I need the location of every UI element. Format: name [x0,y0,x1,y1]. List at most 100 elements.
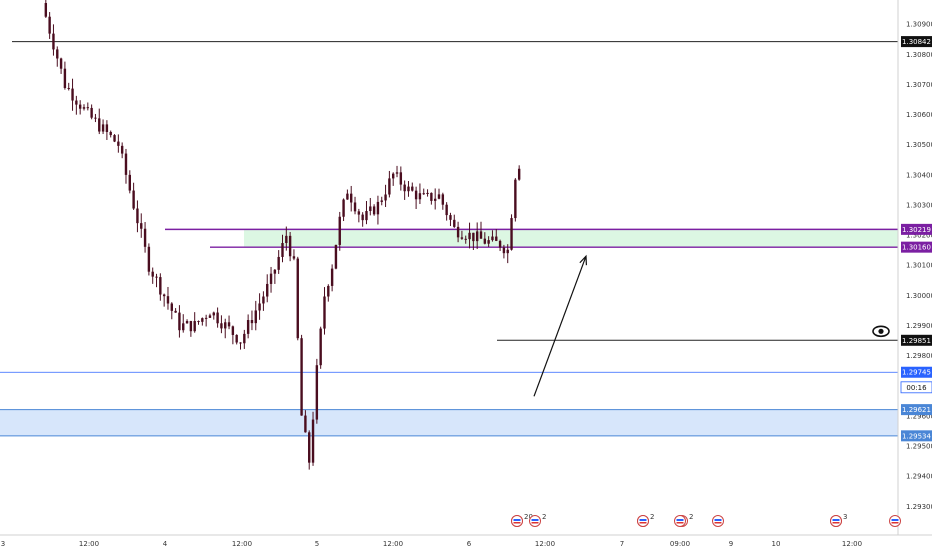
candle-body [361,214,364,221]
candles-layer [44,0,521,470]
time-axis[interactable]: 3 12:00 4 12:00 5 12:00 6 12:00 7 09:00 9 10 12:00 [1,540,862,548]
candle-body [266,283,269,297]
candle-body [468,232,471,240]
candle-body [411,186,414,191]
candle-body [250,320,254,324]
event-flag-stripe [714,522,722,524]
event-markers: 20 2 2 2 3 [511,513,901,527]
levels-layer [0,41,898,373]
candle-body [323,296,326,329]
event-flag-stripe [639,522,647,524]
price-tag [901,241,932,253]
time-tick-label: 9 [729,540,733,548]
candle-body [422,193,425,195]
candle-body [128,174,131,191]
candle-body [147,246,151,272]
candle-body [208,315,212,318]
candle-body [59,58,63,69]
candle-body [140,223,143,229]
candle-body [300,338,303,416]
candle-body [407,186,410,192]
price-tags: 1.30842 1.30219 1.30160 1.29851 1.29745 00:16… [900,36,932,442]
candle-body [197,321,200,323]
price-tag [900,381,932,394]
event-flag-stripe [832,519,840,521]
candle-body [388,178,391,195]
event-flag-stripe [891,519,899,521]
candle-body [178,312,181,331]
event-flag-stripe [676,519,684,521]
price-axis[interactable]: 1.293001.294001.295001.296001.297001.298… [906,21,932,511]
candle-body [288,235,292,257]
candle-body [224,322,227,329]
price-tick-label: 1.29400 [906,473,932,481]
candle-body [44,3,48,17]
price-tag-label: 1.30219 [902,226,931,234]
candle-body [460,237,464,239]
price-tag-label: 00:16 [906,384,927,392]
candle-body [502,247,506,254]
candle-body [472,232,475,242]
candle-body [491,236,494,241]
time-tick-label: 12:00 [79,540,99,548]
candle-body [86,107,90,109]
support-zone [0,409,898,436]
candle-body [258,303,261,311]
candle-body [193,321,196,332]
candle-body [113,135,116,142]
candle-body [75,100,78,105]
price-tag [901,36,932,48]
candle-body [285,235,288,244]
price-tick-label: 1.30000 [906,292,932,300]
candle-body [487,240,490,244]
candle-body [357,211,361,215]
price-tick-label: 1.29800 [906,352,932,360]
candle-body [71,88,74,101]
candle-body [117,141,120,146]
time-tick-label: 3 [1,540,5,548]
candle-body [395,172,399,174]
price-tag-label: 1.29745 [902,369,931,377]
candle-body [189,321,193,332]
candle-body [56,49,59,59]
price-tick-label: 1.30900 [906,21,932,29]
candle-body [315,365,319,420]
trend-arrow-head [579,254,588,266]
candle-body [105,124,109,132]
candle-body [353,202,357,212]
candle-body [430,192,433,201]
candle-body [151,271,154,277]
event-count-label: 3 [843,513,847,521]
price-tick-label: 1.30100 [906,262,932,270]
candle-body [445,204,448,216]
price-tag-label: 1.30842 [902,38,931,46]
candle-body [308,432,311,463]
candle-body [449,215,452,220]
candle-body [365,211,368,221]
event-flag-stripe [714,519,722,521]
time-tick-label: 6 [467,540,472,548]
time-tick-label: 12:00 [535,540,555,548]
candle-body [227,322,231,327]
candle-body [441,194,445,205]
candle-body [380,200,383,202]
candle-body [414,190,418,200]
candle-body [204,317,208,319]
candle-body [166,296,170,304]
candle-body [498,240,502,248]
price-tick-label: 1.30600 [906,111,932,119]
time-tick-label: 12:00 [383,540,403,548]
event-flag-stripe [513,522,521,524]
price-tick-label: 1.29900 [906,322,932,330]
candle-body [506,249,509,254]
event-flag-stripe [531,522,539,524]
candle-body [495,236,498,241]
candle-body [433,198,437,201]
price-tick-label: 1.30300 [906,201,932,209]
candle-body [399,172,403,185]
candle-body [101,124,105,132]
candle-body [78,104,82,109]
candle-body [243,333,246,344]
